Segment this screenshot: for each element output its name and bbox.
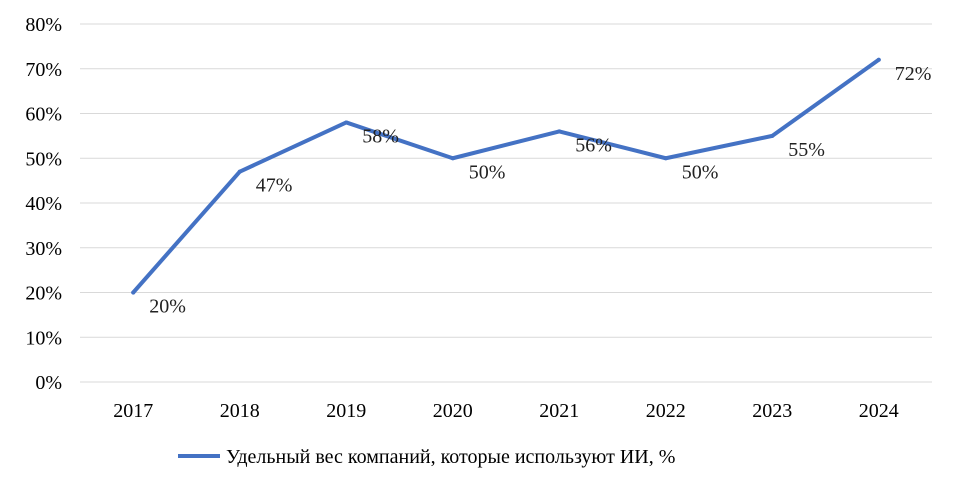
data-point	[876, 57, 881, 62]
x-tick-label: 2021	[539, 400, 579, 422]
series-group	[131, 57, 881, 295]
x-tick-label: 2023	[752, 400, 792, 422]
data-label: 72%	[895, 63, 932, 85]
x-axis: 2017 2018 2019 2020 2021 2022 2023 2024	[113, 400, 899, 422]
y-tick-label: 30%	[25, 238, 62, 260]
y-tick-label: 80%	[25, 14, 62, 36]
y-tick-label: 10%	[25, 327, 62, 349]
data-point	[131, 290, 136, 295]
data-label: 58%	[362, 125, 399, 147]
y-tick-label: 40%	[25, 193, 62, 215]
data-label: 47%	[256, 175, 293, 197]
x-tick-label: 2017	[113, 400, 153, 422]
data-label: 20%	[149, 296, 186, 318]
data-label: 50%	[682, 161, 719, 183]
y-axis: 0% 10% 20% 30% 40% 50% 60% 70% 80%	[25, 14, 62, 394]
x-tick-label: 2022	[646, 400, 686, 422]
data-label: 55%	[788, 139, 825, 161]
grid-lines	[80, 23, 932, 383]
data-labels: 20% 47% 58% 50% 56% 50% 55% 72%	[149, 63, 931, 318]
x-tick-label: 2020	[433, 400, 473, 422]
x-tick-label: 2019	[326, 400, 366, 422]
data-point	[770, 133, 775, 138]
data-point	[450, 156, 455, 161]
legend-label: Удельный вес компаний, которые использую…	[226, 446, 675, 468]
y-tick-label: 50%	[25, 148, 62, 170]
y-tick-label: 60%	[25, 104, 62, 126]
y-tick-label: 20%	[25, 283, 62, 305]
data-label: 56%	[575, 134, 612, 156]
x-tick-label: 2018	[220, 400, 260, 422]
y-tick-label: 0%	[35, 372, 62, 394]
data-label: 50%	[469, 161, 506, 183]
x-tick-label: 2024	[859, 400, 899, 422]
y-tick-label: 70%	[25, 59, 62, 81]
series-line	[131, 57, 881, 295]
data-point	[557, 129, 562, 134]
data-point	[663, 156, 668, 161]
data-point	[344, 120, 349, 125]
legend: Удельный вес компаний, которые использую…	[178, 446, 675, 468]
data-point	[237, 169, 242, 174]
